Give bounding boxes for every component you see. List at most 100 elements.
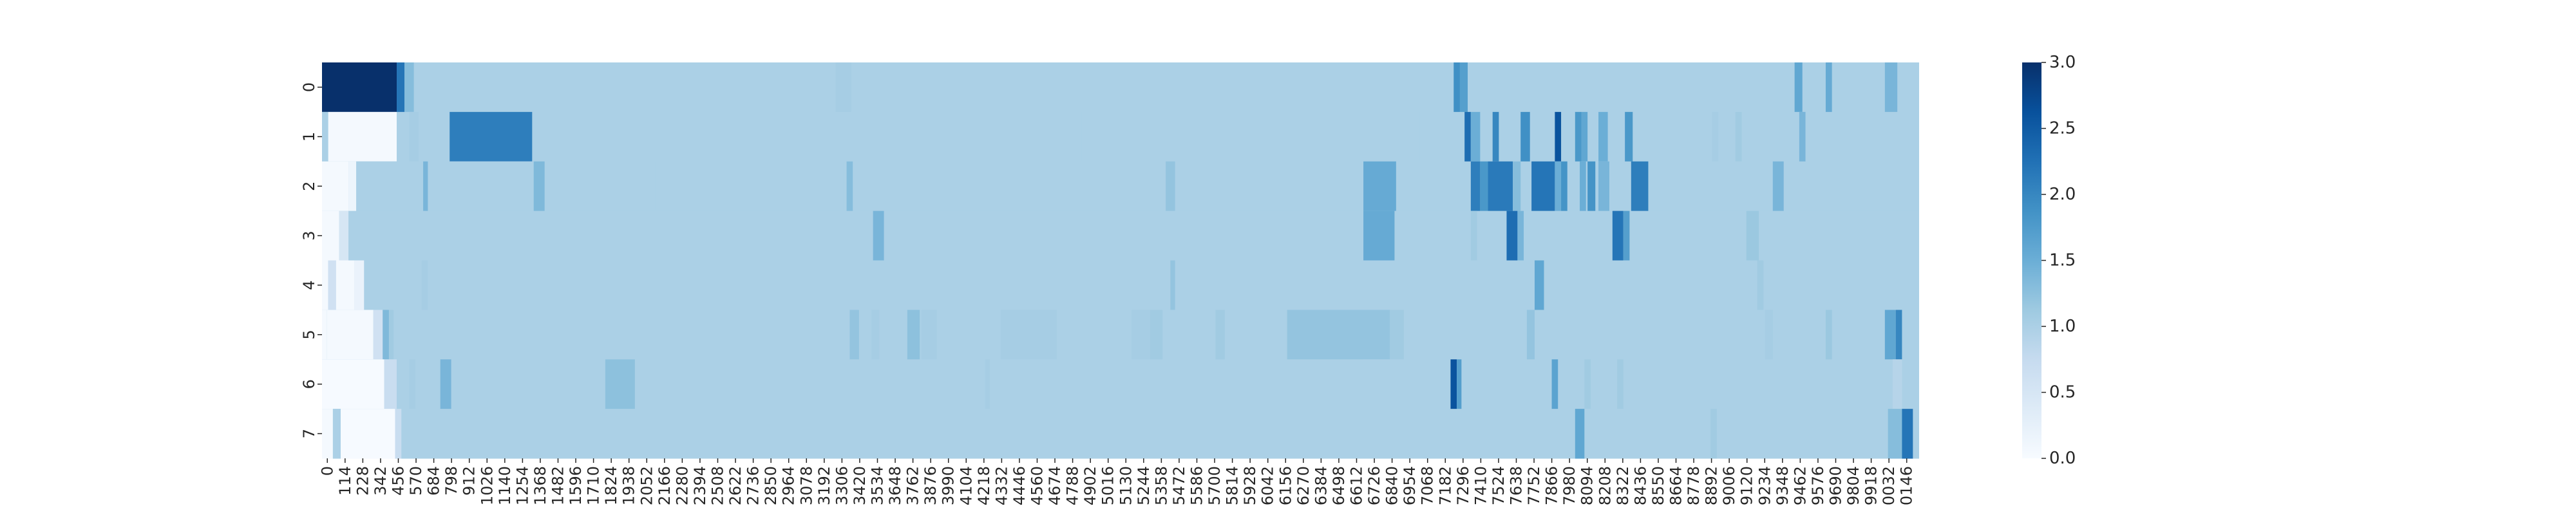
x-tick-label-83: 9462: [1791, 466, 1809, 505]
x-tick-label-17: 1938: [620, 466, 638, 505]
x-tick-label-0: 0: [318, 466, 336, 476]
heatmap-cell-row-3-9: [1746, 211, 1759, 261]
x-tick-label-76: 8664: [1667, 466, 1685, 505]
colorbar-tick-label-0: 0.0: [2049, 449, 2076, 468]
heatmap-row-0-background: [322, 62, 1919, 113]
heatmap-cell-row-0-1: [397, 62, 405, 113]
x-tick-label-29: 3306: [833, 466, 851, 505]
x-tick-label-1: 114: [336, 466, 354, 496]
heatmap-cell-row-5-11: [1150, 310, 1163, 360]
x-tick-label-31: 3534: [868, 466, 886, 505]
heatmap-cell-row-5-2: [373, 310, 383, 360]
x-tick-label-52: 5928: [1241, 466, 1259, 505]
x-tick-label-10: 1140: [496, 466, 514, 505]
heatmap-cell-row-3-7: [1612, 211, 1624, 261]
x-tick-label-16: 1824: [602, 466, 620, 505]
heatmap-cell-row-0-8: [1884, 62, 1898, 113]
x-tick-label-87: 9918: [1862, 466, 1880, 505]
heatmap-cell-row-5-18: [1884, 310, 1896, 360]
x-tick-label-38: 4332: [992, 466, 1010, 505]
colorbar-tick-label-3: 1.5: [2049, 251, 2076, 270]
heatmap-cell-row-3-6: [1517, 211, 1524, 261]
y-tick-label-6: 6: [300, 379, 318, 389]
colorbar-tick-label-4: 2.0: [2049, 185, 2076, 204]
heatmap-cell-row-4-7: [1757, 260, 1764, 310]
y-tick-label-1: 1: [300, 132, 318, 142]
heatmap: [322, 62, 1919, 459]
heatmap-cell-row-3-2: [873, 211, 884, 261]
heatmap-cell-row-7-3: [395, 409, 402, 459]
y-tick-label-2: 2: [300, 182, 318, 191]
heatmap-cell-row-0-6: [1794, 62, 1803, 113]
heatmap-cell-row-2-3: [423, 161, 428, 212]
heatmap-cell-row-7-7: [1888, 409, 1902, 459]
heatmap-cell-row-3-0: [322, 211, 339, 261]
heatmap-cell-row-5-7: [907, 310, 920, 360]
heatmap-cell-row-5-16: [1765, 310, 1773, 360]
x-tick-label-86: 9804: [1844, 466, 1862, 505]
heatmap-cell-row-2-1: [348, 161, 357, 212]
heatmap-cell-row-2-11: [1488, 161, 1513, 212]
heatmap-cell-row-1-17: [1799, 111, 1806, 162]
heatmap-cell-row-2-7: [1166, 161, 1175, 212]
x-tick-label-63: 7182: [1436, 466, 1454, 505]
x-tick-label-39: 4446: [1010, 466, 1028, 505]
x-tick-label-24: 2736: [744, 466, 762, 505]
heatmap-cell-row-0-7: [1825, 62, 1832, 113]
colorbar-tick-label-5: 2.5: [2049, 119, 2076, 138]
x-tick-label-40: 4560: [1028, 466, 1046, 505]
heatmap-cell-row-5-6: [871, 310, 880, 360]
heatmap-row-6-background: [322, 359, 1919, 409]
x-tick-label-62: 7068: [1419, 466, 1437, 505]
colorbar: [2022, 62, 2041, 458]
x-tick-label-50: 5700: [1206, 466, 1224, 505]
heatmap-cell-row-5-19: [1895, 310, 1902, 360]
x-tick-label-72: 8208: [1596, 466, 1614, 505]
heatmap-cell-row-0-4: [1454, 62, 1460, 113]
x-tick-label-15: 1710: [585, 466, 603, 505]
heatmap-cell-row-5-15: [1526, 310, 1535, 360]
heatmap-cell-row-3-1: [339, 211, 349, 261]
x-tick-label-36: 4104: [957, 466, 975, 505]
heatmap-cell-row-2-20: [1772, 161, 1784, 212]
heatmap-cell-row-1-13: [1598, 111, 1608, 162]
heatmap-cell-row-1-10: [1555, 111, 1562, 162]
heatmap-cell-row-5-8: [921, 310, 937, 360]
x-tick-label-44: 5016: [1099, 466, 1117, 505]
heatmap-cell-row-5-9: [1000, 310, 1057, 360]
heatmap-cell-row-1-14: [1625, 111, 1633, 162]
heatmap-cell-row-4-5: [1170, 260, 1175, 310]
heatmap-cell-row-6-6: [985, 359, 990, 409]
heatmap-cell-row-2-18: [1598, 161, 1609, 212]
heatmap-cell-row-0-5: [1459, 62, 1468, 113]
heatmap-cell-row-5-13: [1287, 310, 1390, 360]
heatmap-cell-row-1-8: [1492, 111, 1499, 162]
heatmap-cell-row-0-3: [835, 62, 851, 113]
heatmap-cell-row-1-1: [328, 111, 397, 162]
x-tick-label-4: 456: [389, 466, 407, 496]
x-tick-label-68: 7752: [1525, 466, 1543, 505]
x-tick-label-28: 3192: [815, 466, 833, 505]
heatmap-cell-row-1-7: [1470, 111, 1481, 162]
x-tick-label-61: 6954: [1401, 466, 1419, 505]
heatmap-cell-row-5-17: [1825, 310, 1832, 360]
heatmap-cell-row-6-1: [384, 359, 397, 409]
heatmap-cell-row-5-5: [849, 310, 859, 360]
heatmap-cell-row-7-0: [322, 409, 333, 459]
heatmap-cell-row-5-0: [322, 310, 327, 360]
x-tick-label-74: 8436: [1631, 466, 1649, 505]
x-tick-label-27: 3078: [797, 466, 815, 505]
x-tick-label-45: 5130: [1117, 466, 1135, 505]
y-tick-label-0: 0: [300, 82, 318, 92]
heatmap-cell-row-1-11: [1575, 111, 1582, 162]
x-tick-label-3: 342: [372, 466, 390, 496]
y-tick-label-4: 4: [300, 280, 318, 290]
x-tick-label-57: 6498: [1330, 466, 1348, 505]
heatmap-cell-row-1-6: [1464, 111, 1471, 162]
heatmap-cell-row-6-4: [440, 359, 451, 409]
x-tick-label-54: 6156: [1276, 466, 1294, 505]
x-tick-label-70: 7980: [1560, 466, 1578, 505]
heatmap-cell-row-1-15: [1712, 111, 1719, 162]
heatmap-cell-row-5-12: [1215, 310, 1225, 360]
heatmap-cell-row-7-6: [1884, 409, 1888, 459]
